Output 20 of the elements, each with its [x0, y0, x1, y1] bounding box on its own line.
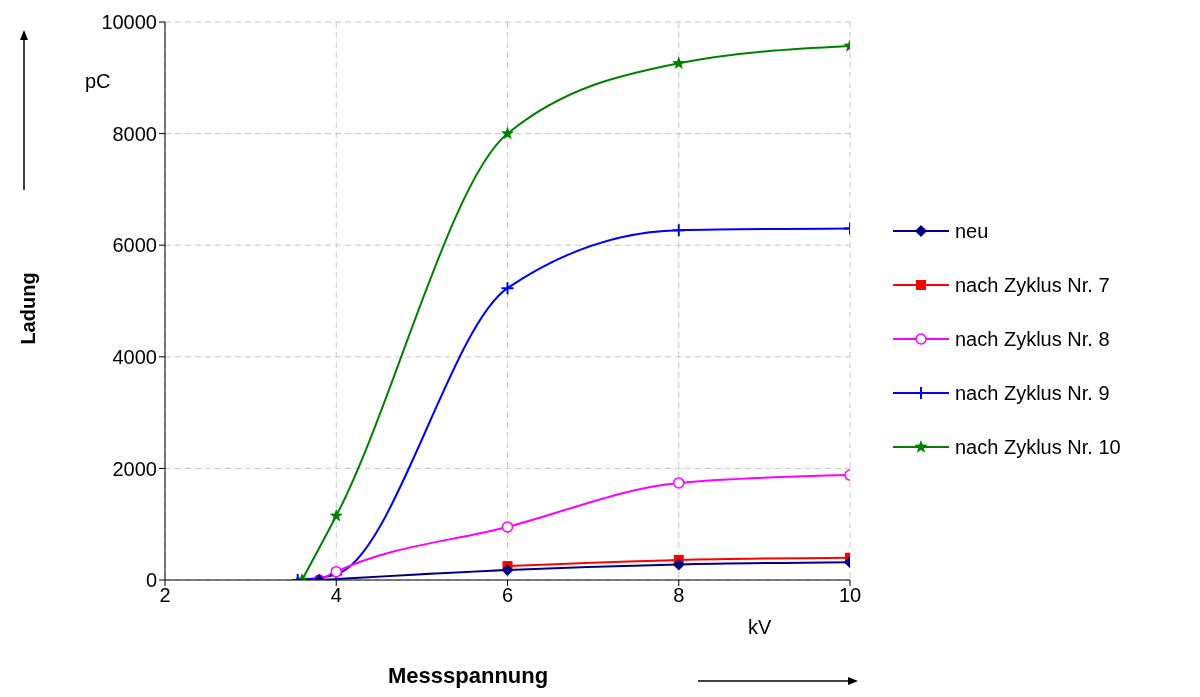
- y-tick-label: 2000: [112, 457, 157, 480]
- x-tick-label: 8: [673, 584, 685, 607]
- y-tick-label: 0: [145, 569, 157, 592]
- x-tick-label: 2: [159, 584, 171, 607]
- legend-label: nach Zyklus Nr. 8: [955, 327, 1110, 351]
- legend-label: nach Zyklus Nr. 7: [955, 273, 1110, 297]
- x-axis-title: Messspannung: [388, 663, 549, 689]
- legend-label: nach Zyklus Nr. 10: [955, 435, 1121, 459]
- legend-label: nach Zyklus Nr. 9: [955, 381, 1110, 405]
- y-axis-title: Ladung: [16, 271, 40, 345]
- text: kV: [748, 616, 772, 639]
- y-tick-label: 4000: [112, 345, 157, 368]
- text: pC: [85, 70, 111, 93]
- x-tick-label: 10: [838, 584, 862, 607]
- y-tick-label: 8000: [112, 122, 157, 145]
- legend-label: neu: [955, 219, 989, 243]
- y-tick-label: 10000: [101, 11, 157, 34]
- x-tick-label: 6: [501, 584, 514, 607]
- y-tick-label: 6000: [112, 234, 157, 257]
- x-tick-label: 4: [330, 584, 342, 607]
